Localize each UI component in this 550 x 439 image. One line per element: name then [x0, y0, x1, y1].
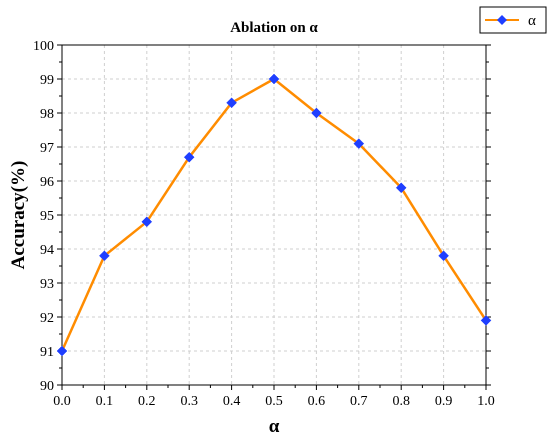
legend: α — [479, 6, 547, 34]
x-tick-label: 0.8 — [392, 394, 410, 409]
x-tick-label: 0.7 — [350, 394, 368, 409]
data-point-marker — [56, 345, 68, 357]
data-point-marker — [438, 250, 449, 262]
y-tick-labels: 90 91 92 93 94 95 96 97 98 99 100 — [33, 39, 54, 394]
data-point-marker — [226, 97, 237, 109]
x-tick-label: 0.3 — [180, 394, 198, 409]
data-point-marker — [353, 138, 365, 149]
data-point-marker — [480, 315, 492, 326]
y-tick-label: 93 — [40, 277, 54, 292]
y-tick-label: 97 — [40, 141, 54, 156]
data-point-marker — [183, 151, 195, 163]
y-tick-label: 98 — [40, 107, 54, 122]
chart-title: Ablation on α — [230, 20, 318, 36]
x-tick-label: 0.5 — [265, 394, 283, 409]
y-axis-label: Accuracy(%) — [8, 161, 29, 270]
legend-entry: α — [528, 13, 536, 29]
grid-lines — [62, 45, 486, 385]
y-tick-label: 91 — [40, 345, 54, 360]
data-point-marker — [141, 216, 153, 228]
legend-marker — [497, 15, 507, 25]
x-tick-label: 0.6 — [308, 394, 326, 409]
y-tick-label: 90 — [40, 379, 54, 394]
x-tick-label: 0.2 — [138, 394, 156, 409]
y-tick-label: 100 — [33, 39, 54, 54]
data-point-marker — [268, 73, 280, 85]
y-tick-label: 95 — [40, 209, 54, 224]
x-tick-label: 0.0 — [53, 394, 71, 409]
data-point-marker — [311, 107, 322, 119]
x-tick-label: 1.0 — [477, 394, 495, 409]
x-tick-label: 0.9 — [435, 394, 453, 409]
series-layer — [56, 73, 492, 357]
axis-ticks — [57, 44, 491, 390]
x-axis-label: α — [269, 416, 280, 437]
y-tick-label: 99 — [40, 73, 54, 88]
x-tick-label: 0.4 — [223, 394, 241, 409]
y-tick-label: 96 — [40, 175, 54, 190]
data-point-marker — [395, 182, 407, 194]
y-tick-label: 92 — [40, 311, 54, 326]
x-tick-labels: 0.0 0.1 0.2 0.3 0.4 0.5 0.6 0.7 0.8 0.9 1.0 — [53, 394, 495, 409]
x-tick-label: 0.1 — [96, 394, 114, 409]
y-tick-label: 94 — [40, 243, 54, 258]
data-point-marker — [99, 250, 110, 262]
